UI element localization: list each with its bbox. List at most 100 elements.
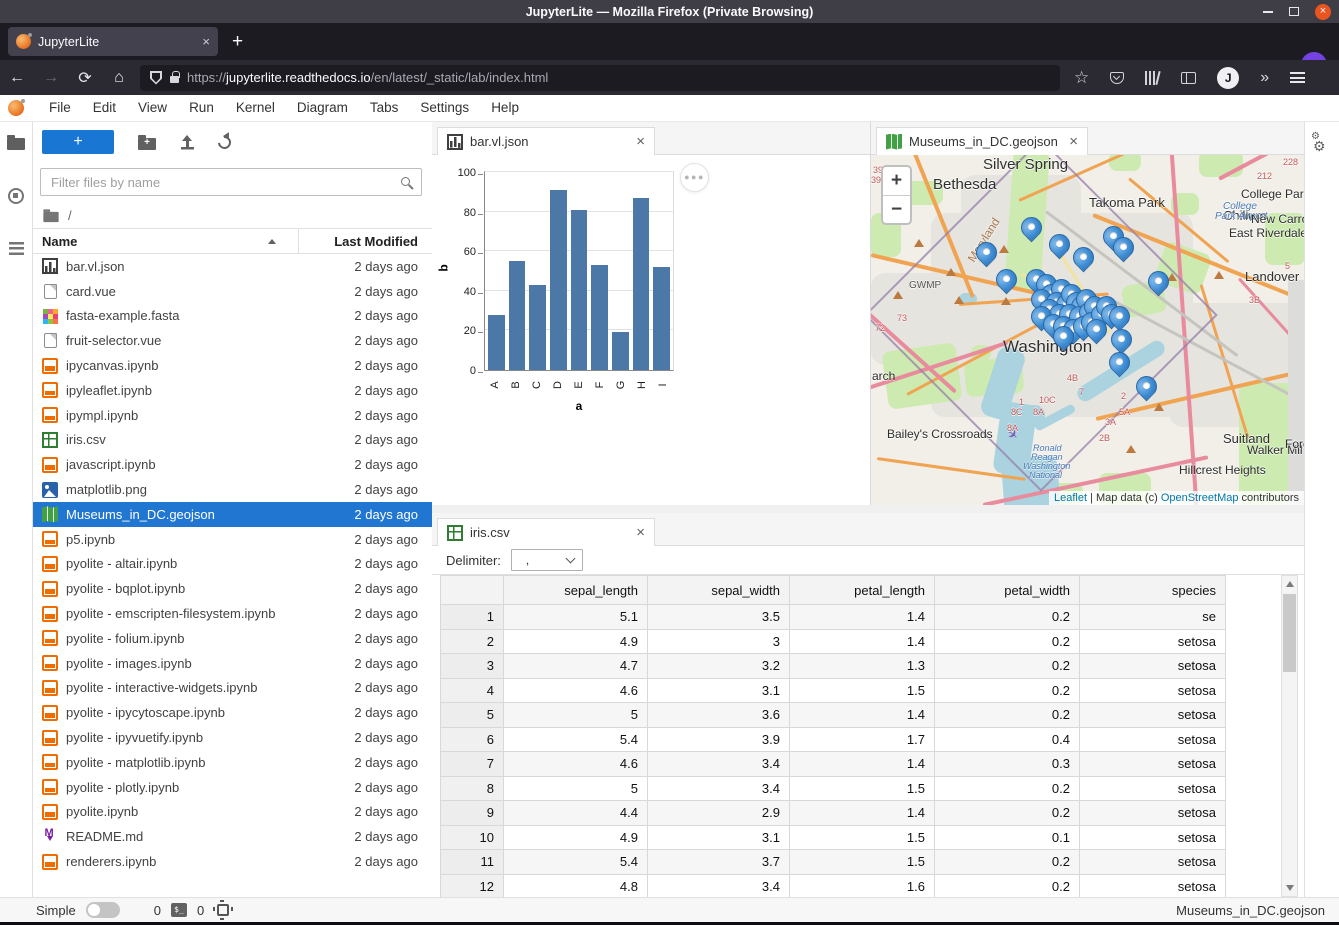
file-row[interactable]: iris.csv2 days ago [33, 428, 432, 453]
file-row[interactable]: p5.ipynb2 days ago [33, 527, 432, 552]
close-tab-icon[interactable]: × [636, 133, 645, 150]
tracking-protection-shield-icon[interactable] [150, 71, 162, 85]
menu-file[interactable]: File [38, 95, 82, 121]
table-of-contents-tab-icon[interactable] [9, 242, 24, 255]
leaflet-link[interactable]: Leaflet [1054, 492, 1087, 504]
close-tab-icon[interactable]: × [636, 524, 645, 541]
csv-vertical-scrollbar[interactable] [1281, 575, 1298, 897]
breadcrumb[interactable]: / [33, 202, 432, 228]
csv-row[interactable]: 34.73.21.30.2setosa [440, 654, 1226, 679]
menu-run[interactable]: Run [178, 95, 225, 121]
file-row[interactable]: fasta-example.fasta2 days ago [33, 304, 432, 329]
refresh-icon[interactable] [215, 133, 233, 151]
map-marker-icon[interactable] [1020, 215, 1042, 245]
property-inspector-gears-icon[interactable]: ⚙ [1313, 138, 1326, 155]
csv-column-header[interactable]: petal_width [935, 575, 1080, 605]
csv-column-header[interactable]: petal_length [790, 575, 935, 605]
file-row[interactable]: pyolite - images.ipynb2 days ago [33, 651, 432, 676]
new-launcher-button[interactable]: + [42, 130, 114, 154]
overflow-chevrons-icon[interactable]: » [1260, 69, 1269, 87]
csv-column-header[interactable]: sepal_length [504, 575, 648, 605]
browser-tab[interactable]: JupyterLite × [8, 27, 218, 56]
scrollbar-thumb[interactable] [1283, 594, 1296, 672]
url-bar[interactable]: https://jupyterlite.readthedocs.io/en/la… [140, 65, 1060, 91]
column-header-name[interactable]: Name [33, 234, 298, 249]
delimiter-select[interactable]: , [511, 549, 583, 571]
file-row[interactable]: renderers.ipynb2 days ago [33, 849, 432, 874]
file-row[interactable]: pyolite - matplotlib.ipynb2 days ago [33, 750, 432, 775]
menu-kernel[interactable]: Kernel [225, 95, 286, 121]
simple-mode-toggle[interactable] [86, 902, 120, 918]
home-button[interactable]: ⌂ [102, 69, 136, 87]
csv-row[interactable]: 124.83.41.60.2setosa [440, 875, 1226, 898]
csv-row[interactable]: 74.63.41.40.3setosa [440, 752, 1226, 777]
horizontal-splitter[interactable] [432, 505, 1304, 513]
file-row[interactable]: pyolite - bqplot.ipynb2 days ago [33, 576, 432, 601]
file-row[interactable]: pyolite - folium.ipynb2 days ago [33, 626, 432, 651]
openstreetmap-link[interactable]: OpenStreetMap [1161, 492, 1239, 504]
new-tab-button[interactable]: + [232, 31, 243, 53]
file-row[interactable]: Museums_in_DC.geojson2 days ago [33, 502, 432, 527]
forward-button[interactable]: → [34, 69, 68, 87]
menu-help[interactable]: Help [480, 95, 530, 121]
csv-column-header[interactable]: sepal_width [648, 575, 790, 605]
app-menu-icon[interactable] [1290, 72, 1305, 83]
file-row[interactable]: pyolite - altair.ipynb2 days ago [33, 552, 432, 577]
tab-close-icon[interactable]: × [202, 34, 210, 49]
csv-row[interactable]: 65.43.91.70.4setosa [440, 728, 1226, 753]
kernel-icon[interactable] [217, 904, 229, 916]
csv-row[interactable]: 44.63.11.50.2setosa [440, 679, 1226, 704]
menu-tabs[interactable]: Tabs [359, 95, 410, 121]
csv-row[interactable]: 104.93.11.50.1setosa [440, 826, 1226, 851]
file-browser-tab-icon[interactable] [7, 138, 25, 150]
file-row[interactable]: bar.vl.json2 days ago [33, 254, 432, 279]
sidebar-toggle-icon[interactable] [1181, 72, 1196, 84]
running-sessions-tab-icon[interactable] [8, 188, 24, 204]
file-row[interactable]: pyolite - interactive-widgets.ipynb2 day… [33, 676, 432, 701]
tab-museums-geojson[interactable]: Museums_in_DC.geojson × [876, 127, 1088, 155]
file-row[interactable]: pyolite - ipycytoscape.ipynb2 days ago [33, 700, 432, 725]
bookmark-star-icon[interactable]: ☆ [1074, 68, 1089, 88]
library-icon[interactable] [1145, 71, 1160, 85]
map-marker-icon[interactable] [1108, 350, 1130, 380]
map-marker-icon[interactable] [1085, 317, 1107, 347]
new-folder-icon[interactable] [138, 138, 156, 150]
csv-row[interactable]: 94.42.91.40.2setosa [440, 801, 1226, 826]
file-row[interactable]: pyolite - emscripten-filesystem.ipynb2 d… [33, 601, 432, 626]
close-tab-icon[interactable]: × [1069, 133, 1078, 150]
file-row[interactable]: ipycanvas.ipynb2 days ago [33, 353, 432, 378]
menu-edit[interactable]: Edit [82, 95, 127, 121]
tab-iris-csv[interactable]: iris.csv × [437, 518, 655, 546]
pocket-icon[interactable] [1110, 72, 1124, 84]
zoom-in-button[interactable]: + [883, 167, 910, 195]
map-marker-icon[interactable] [1052, 324, 1074, 354]
account-icon[interactable]: J [1217, 67, 1239, 89]
leaflet-map[interactable]: ✈ Silver SpringBethesdaTakoma ParkChillu… [871, 155, 1304, 505]
window-close-button[interactable]: × [1315, 4, 1331, 20]
csv-row[interactable]: 115.43.71.50.2setosa [440, 850, 1226, 875]
file-row[interactable]: pyolite - plotly.ipynb2 days ago [33, 775, 432, 800]
scroll-down-icon[interactable] [1282, 880, 1297, 896]
window-maximize-button[interactable] [1289, 7, 1299, 16]
file-row[interactable]: README.md2 days ago [33, 824, 432, 849]
menu-view[interactable]: View [127, 95, 178, 121]
vega-actions-button[interactable]: ●●● [680, 163, 709, 192]
menu-diagram[interactable]: Diagram [286, 95, 359, 121]
map-marker-icon[interactable] [1147, 269, 1169, 299]
map-marker-icon[interactable] [1072, 245, 1094, 275]
window-minimize-button[interactable] [1263, 11, 1273, 13]
csv-column-header[interactable]: species [1080, 575, 1226, 605]
back-button[interactable]: ← [0, 69, 34, 87]
csv-row[interactable]: 24.931.40.2setosa [440, 630, 1226, 655]
map-marker-icon[interactable] [1112, 235, 1134, 265]
reload-button[interactable]: ⟳ [68, 68, 102, 88]
menu-settings[interactable]: Settings [409, 95, 480, 121]
file-row[interactable]: pyolite - ipyvuetify.ipynb2 days ago [33, 725, 432, 750]
home-folder-icon[interactable] [43, 212, 58, 222]
scroll-up-icon[interactable] [1282, 576, 1297, 592]
upload-icon[interactable] [180, 135, 194, 150]
csv-row[interactable]: 15.13.51.40.2se [440, 605, 1226, 630]
file-row[interactable]: javascript.ipynb2 days ago [33, 452, 432, 477]
file-row[interactable]: matplotlib.png2 days ago [33, 477, 432, 502]
file-row[interactable]: card.vue2 days ago [33, 279, 432, 304]
